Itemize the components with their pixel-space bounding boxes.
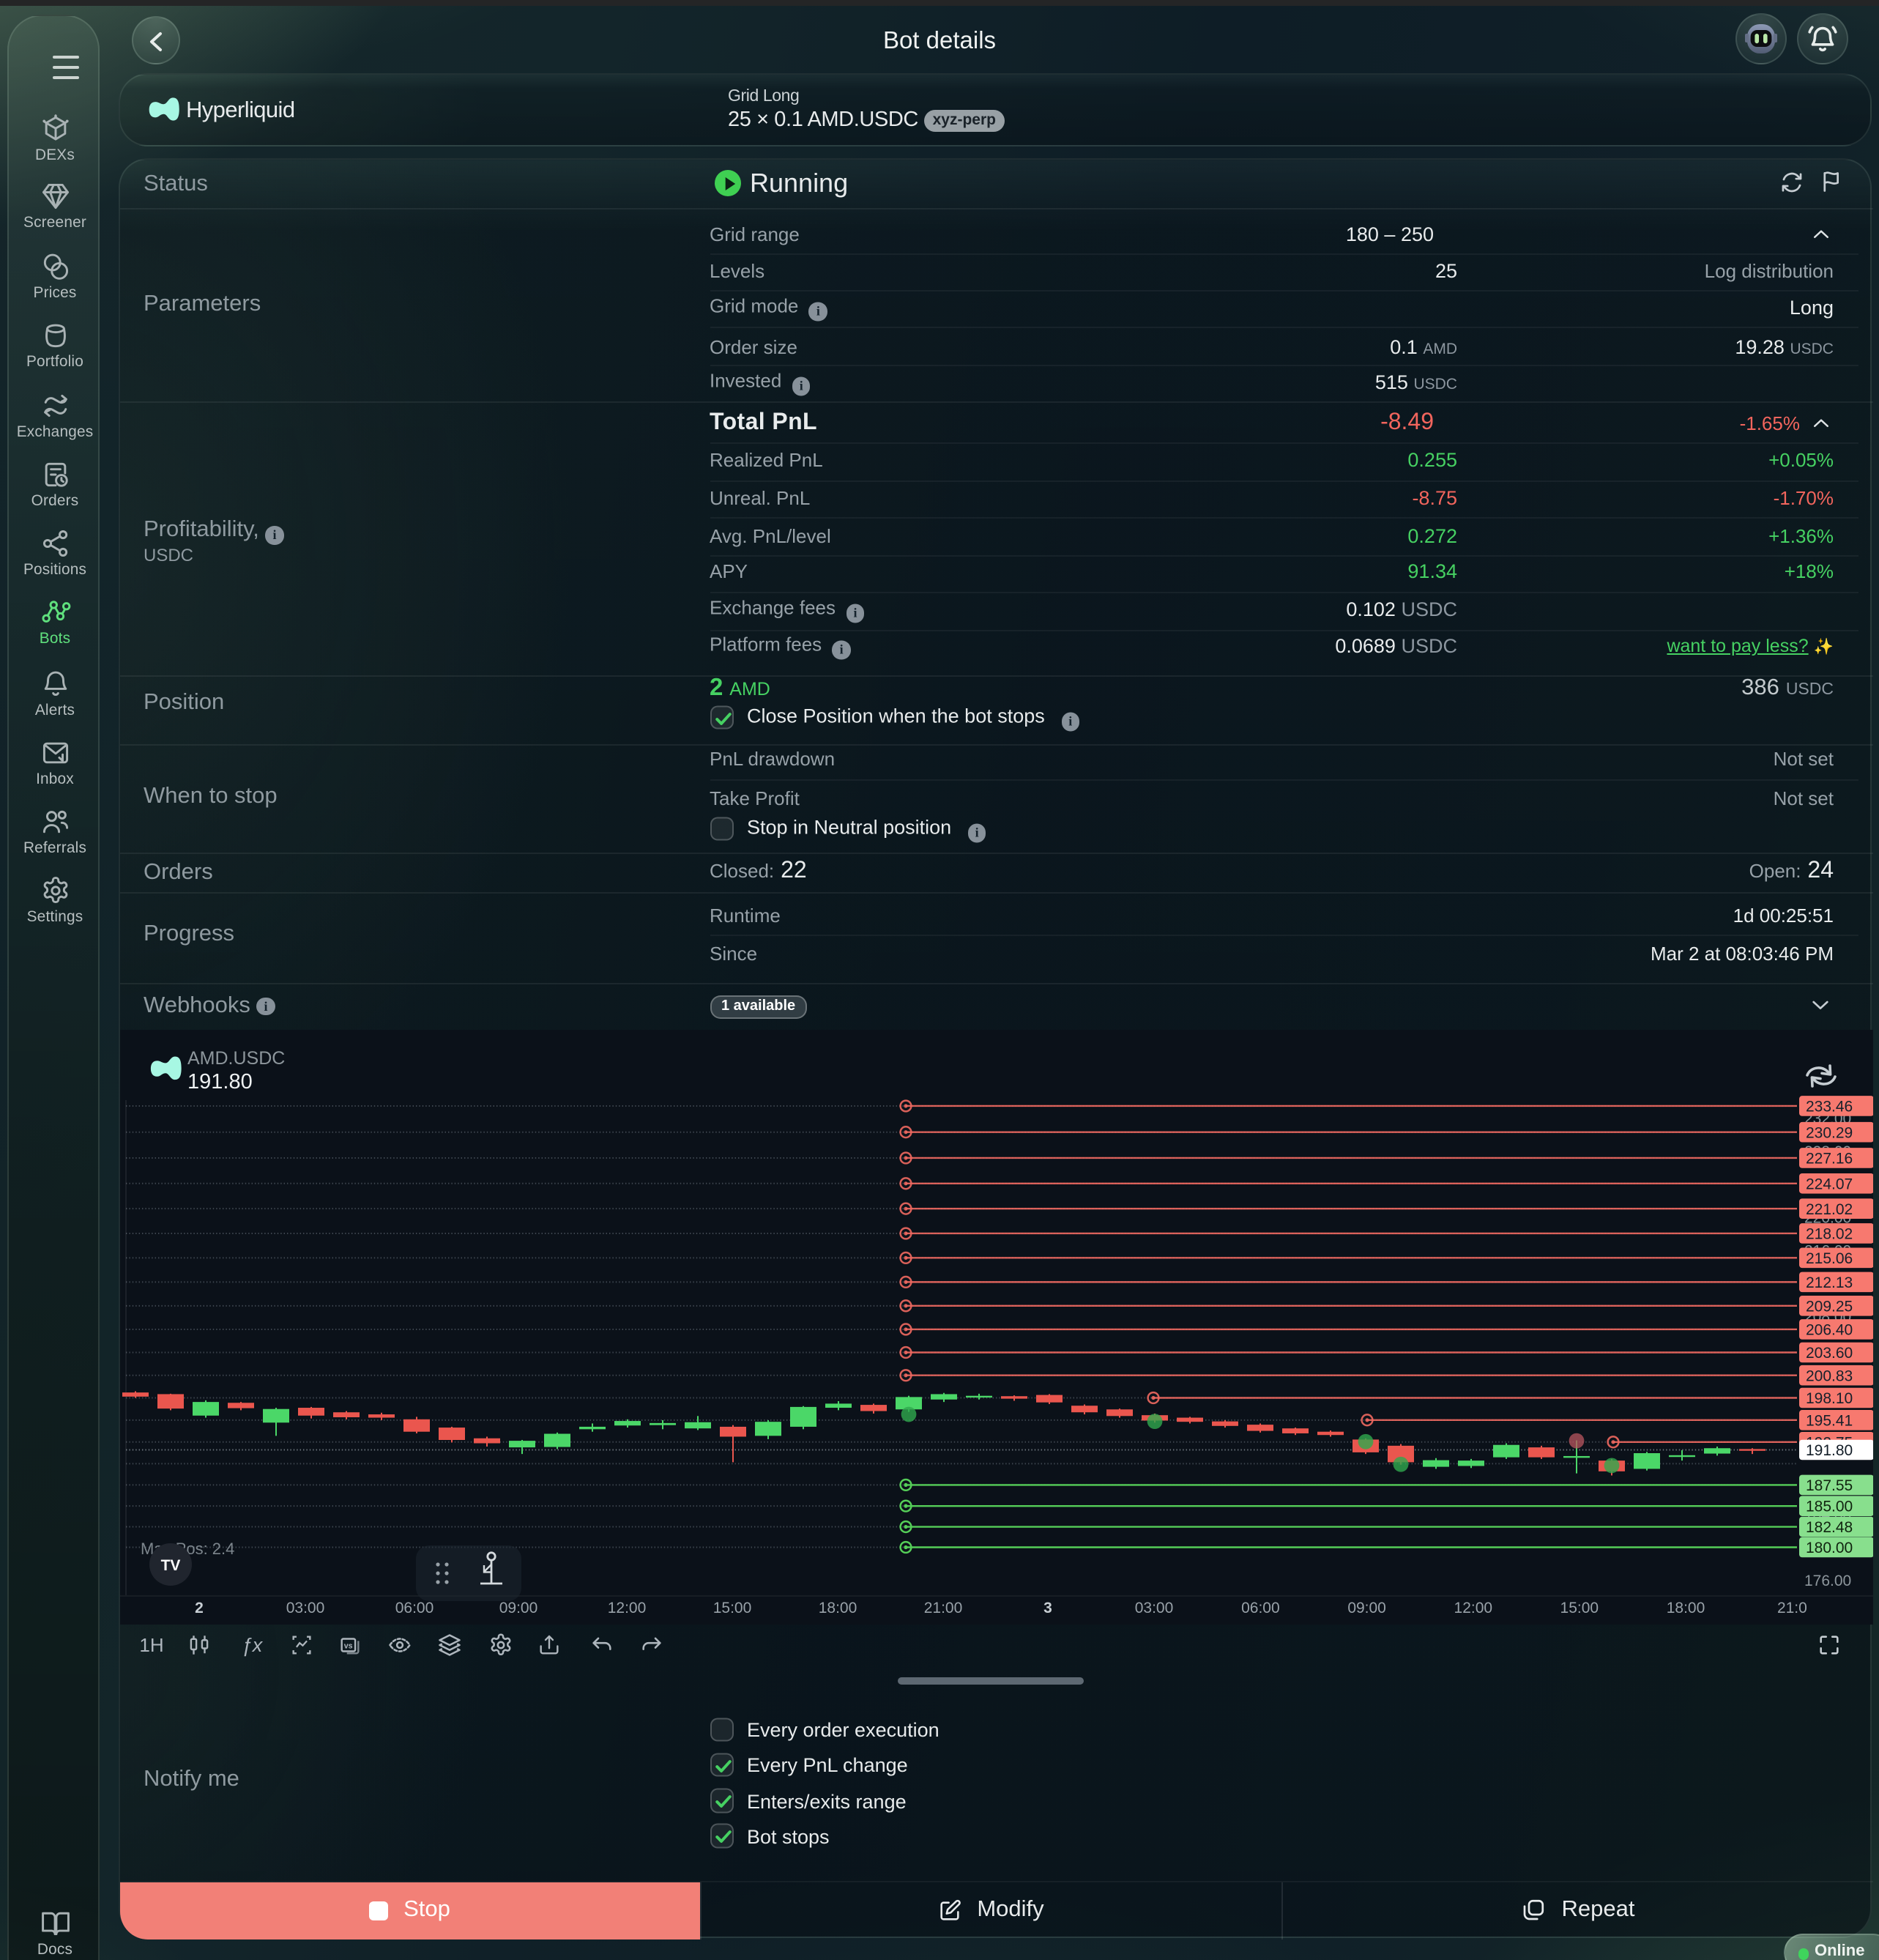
svg-text:AMD.USDC: AMD.USDC [187,1047,284,1068]
svg-text:218.02: 218.02 [1805,1225,1852,1242]
svg-text:15:00: 15:00 [1560,1599,1599,1616]
svg-text:182.48: 182.48 [1805,1518,1852,1535]
svg-text:TV: TV [160,1556,180,1573]
svg-text:06:00: 06:00 [1240,1599,1279,1616]
svg-text:233.46: 233.46 [1805,1098,1852,1115]
svg-text:12:00: 12:00 [1454,1599,1492,1616]
svg-text:206.40: 206.40 [1805,1321,1852,1338]
svg-text:227.16: 227.16 [1805,1150,1852,1167]
svg-text:176.00: 176.00 [1804,1572,1850,1589]
svg-text:18:00: 18:00 [1666,1599,1705,1616]
svg-text:185.00: 185.00 [1805,1498,1852,1515]
svg-text:21:0: 21:0 [1776,1599,1807,1616]
svg-text:187.55: 187.55 [1805,1477,1852,1493]
svg-text:215.06: 215.06 [1805,1250,1852,1266]
svg-text:203.60: 203.60 [1805,1344,1852,1361]
svg-text:224.07: 224.07 [1805,1175,1852,1192]
svg-text:12:00: 12:00 [607,1599,646,1616]
svg-text:03:00: 03:00 [286,1599,324,1616]
svg-text:vs: vs [344,1641,353,1650]
svg-text:230.29: 230.29 [1805,1124,1852,1140]
svg-text:212.13: 212.13 [1805,1274,1852,1291]
svg-text:2: 2 [194,1599,203,1616]
svg-text:09:00: 09:00 [499,1599,537,1616]
svg-text:200.83: 200.83 [1805,1367,1852,1384]
svg-text:03:00: 03:00 [1134,1599,1173,1616]
svg-text:21:00: 21:00 [923,1599,962,1616]
svg-text:221.02: 221.02 [1805,1200,1852,1217]
svg-text:209.25: 209.25 [1805,1297,1852,1314]
svg-text:180.00: 180.00 [1805,1539,1852,1556]
svg-text:18:00: 18:00 [818,1599,857,1616]
svg-text:198.10: 198.10 [1805,1389,1852,1406]
svg-text:195.41: 195.41 [1805,1411,1852,1428]
svg-text:09:00: 09:00 [1347,1599,1385,1616]
svg-text:191.80: 191.80 [187,1069,252,1093]
svg-text:06:00: 06:00 [395,1599,434,1616]
svg-text:3: 3 [1043,1599,1052,1616]
svg-text:15:00: 15:00 [712,1599,751,1616]
svg-text:191.80: 191.80 [1805,1441,1852,1458]
